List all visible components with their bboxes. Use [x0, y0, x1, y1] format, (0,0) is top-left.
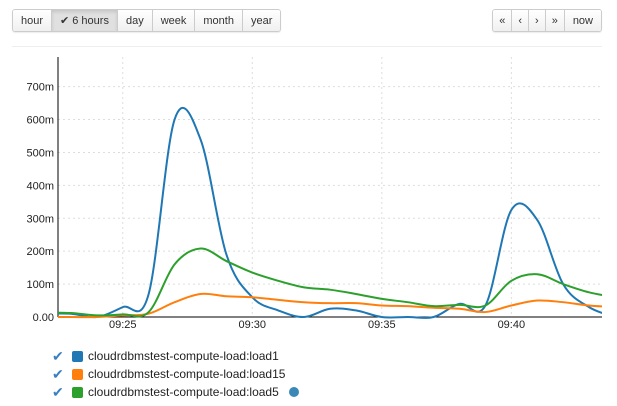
range-button-label: day: [125, 14, 144, 27]
legend-label: cloudrdbmstest-compute-load:load1: [88, 349, 279, 363]
status-dot-icon: [288, 387, 299, 397]
legend-swatch: [72, 350, 83, 362]
y-tick-label: 300m: [26, 213, 54, 225]
x-tick-label: 09:40: [498, 319, 526, 331]
check-icon[interactable]: ✔: [52, 347, 64, 364]
legend: ✔ cloudrdbmstest-compute-load:load1 ✔ cloud…: [52, 347, 299, 401]
y-tick-label: 100m: [26, 279, 54, 291]
legend-item[interactable]: ✔ cloudrdbmstest-compute-load:load15: [52, 365, 299, 383]
series-line-1: [58, 106, 602, 319]
line-chart[interactable]: 09:25 09:30 09:35 09:40 0.00 100m 200m 300m 400m…: [0, 0, 617, 340]
legend-label: cloudrdbmstest-compute-load:load15: [88, 367, 286, 381]
range-button-year[interactable]: year: [242, 10, 281, 31]
y-tick-label: 200m: [26, 246, 54, 258]
range-button-month[interactable]: month: [195, 10, 243, 31]
range-button-label: 6 hours: [72, 14, 109, 27]
navigation-button-group: «‹ ›» now: [492, 9, 602, 32]
range-button-6-hours[interactable]: ✔ 6 hours: [52, 10, 118, 31]
x-tick-label: 09:30: [239, 319, 267, 331]
check-icon[interactable]: ✔: [52, 365, 64, 382]
legend-item[interactable]: ✔ cloudrdbmstest-compute-load:load5: [52, 383, 299, 401]
check-icon: ✔: [60, 15, 70, 27]
range-button-label: week: [160, 14, 187, 27]
y-tick-label: 500m: [26, 147, 54, 159]
divider: [12, 46, 602, 47]
y-tick-label: 400m: [26, 180, 54, 192]
series-line-2: [58, 292, 602, 319]
range-button-day[interactable]: day: [117, 10, 153, 31]
double-chevron-left-button[interactable]: «: [493, 10, 513, 31]
series-line-3: [58, 247, 602, 318]
legend-swatch: [72, 368, 83, 380]
chevron-right-button[interactable]: ›: [529, 10, 546, 31]
range-button-label: month: [203, 14, 234, 27]
chevron-left-button[interactable]: ‹: [512, 10, 530, 31]
y-tick-label: 600m: [26, 115, 54, 127]
range-button-week[interactable]: week: [152, 10, 196, 31]
y-tick-label: 0.00: [33, 312, 54, 324]
now-button[interactable]: now: [564, 10, 601, 31]
range-button-label: year: [250, 14, 273, 27]
x-tick-label: 09:25: [109, 319, 137, 331]
legend-swatch: [72, 386, 83, 398]
double-chevron-right-button[interactable]: »: [545, 10, 565, 31]
y-tick-label: 700m: [26, 82, 54, 94]
legend-label: cloudrdbmstest-compute-load:load5: [88, 385, 279, 399]
check-icon[interactable]: ✔: [52, 383, 64, 400]
x-tick-label: 09:35: [368, 319, 396, 331]
series-group: [58, 106, 602, 319]
range-button-group: hour ✔ 6 hours day week month year: [12, 9, 282, 32]
legend-item[interactable]: ✔ cloudrdbmstest-compute-load:load1: [52, 347, 299, 365]
range-button-label: hour: [21, 14, 44, 27]
range-button-hour[interactable]: hour: [13, 10, 53, 31]
